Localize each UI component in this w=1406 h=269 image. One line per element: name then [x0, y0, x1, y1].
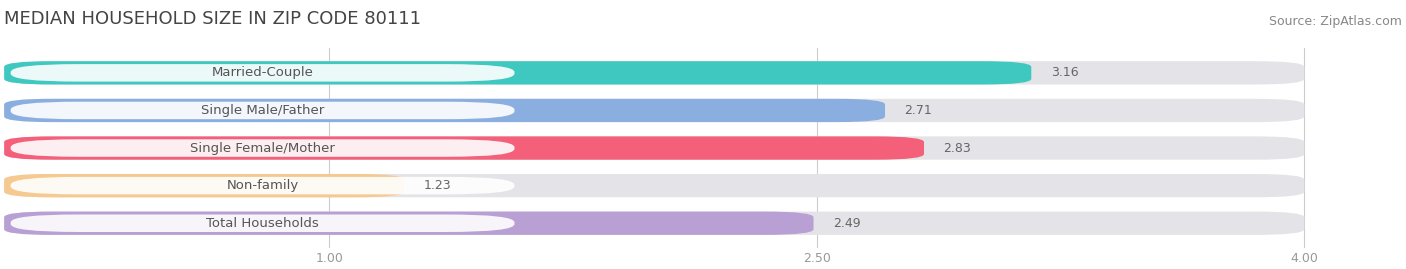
Text: 1.23: 1.23 [423, 179, 451, 192]
FancyBboxPatch shape [4, 174, 1305, 197]
Text: Single Female/Mother: Single Female/Mother [190, 141, 335, 155]
Text: Total Households: Total Households [207, 217, 319, 230]
FancyBboxPatch shape [11, 139, 515, 157]
Text: Source: ZipAtlas.com: Source: ZipAtlas.com [1270, 16, 1402, 29]
Text: Single Male/Father: Single Male/Father [201, 104, 325, 117]
Text: Non-family: Non-family [226, 179, 298, 192]
Text: 2.83: 2.83 [943, 141, 972, 155]
FancyBboxPatch shape [4, 212, 814, 235]
Text: 2.71: 2.71 [904, 104, 932, 117]
FancyBboxPatch shape [4, 174, 404, 197]
FancyBboxPatch shape [11, 64, 515, 82]
FancyBboxPatch shape [4, 61, 1305, 84]
FancyBboxPatch shape [11, 177, 515, 194]
Text: 3.16: 3.16 [1050, 66, 1078, 79]
FancyBboxPatch shape [4, 136, 1305, 160]
Text: Married-Couple: Married-Couple [212, 66, 314, 79]
Text: MEDIAN HOUSEHOLD SIZE IN ZIP CODE 80111: MEDIAN HOUSEHOLD SIZE IN ZIP CODE 80111 [4, 10, 422, 29]
FancyBboxPatch shape [11, 214, 515, 232]
FancyBboxPatch shape [4, 99, 1305, 122]
FancyBboxPatch shape [4, 212, 1305, 235]
FancyBboxPatch shape [4, 61, 1031, 84]
FancyBboxPatch shape [4, 136, 924, 160]
FancyBboxPatch shape [4, 99, 884, 122]
FancyBboxPatch shape [11, 102, 515, 119]
Text: 2.49: 2.49 [832, 217, 860, 230]
